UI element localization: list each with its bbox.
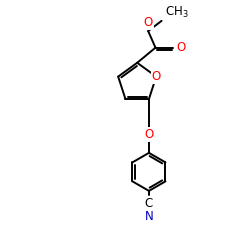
Text: O: O (152, 70, 161, 83)
Text: O: O (144, 16, 153, 30)
Text: O: O (144, 128, 154, 141)
Text: N: N (144, 210, 153, 223)
Text: CH$_3$: CH$_3$ (164, 4, 188, 20)
Text: C: C (145, 197, 153, 210)
Text: O: O (177, 41, 186, 54)
